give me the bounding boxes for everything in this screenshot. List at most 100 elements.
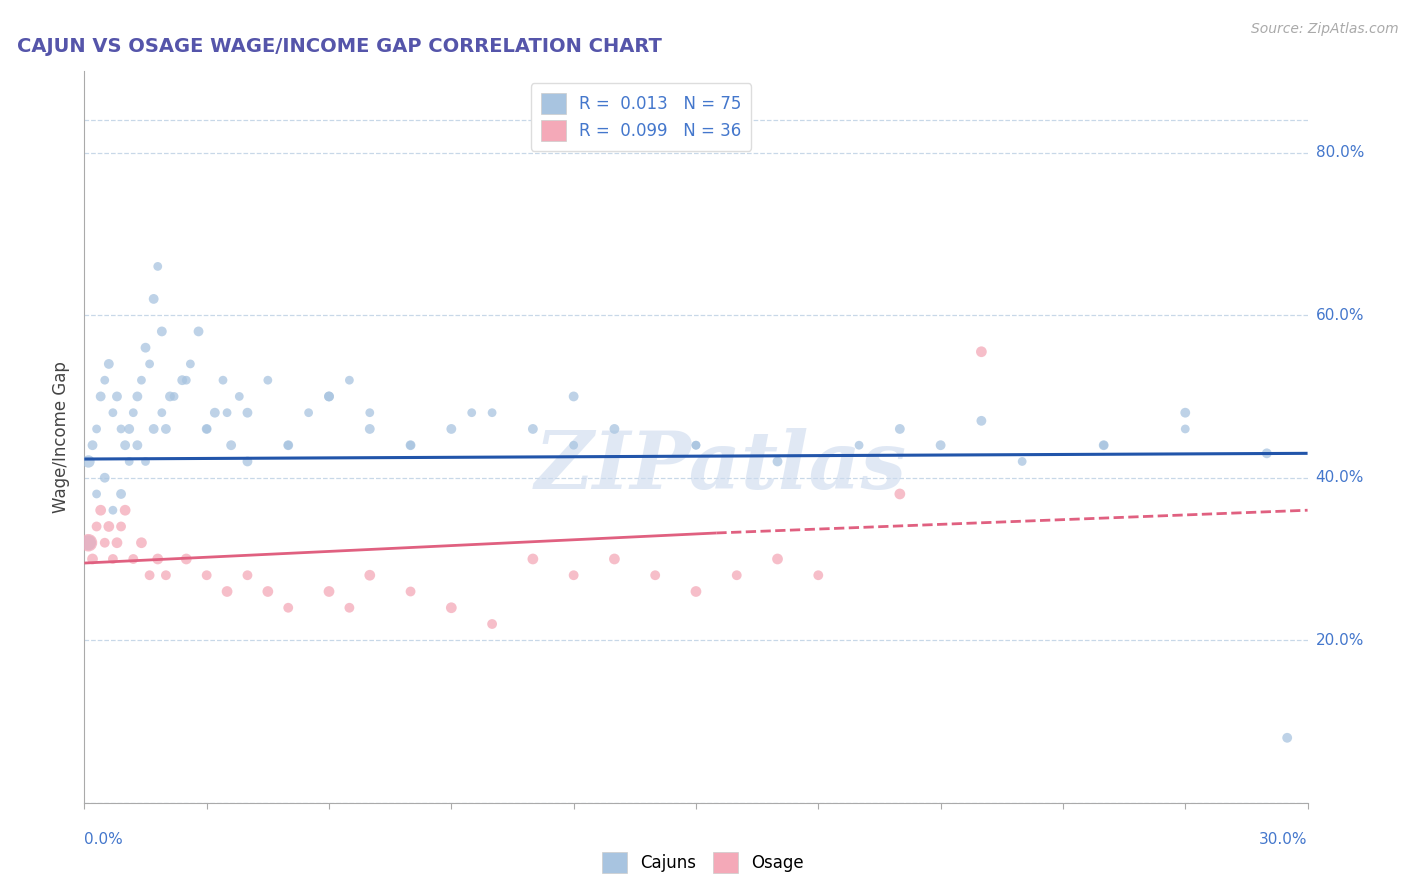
Point xyxy=(644,568,666,582)
Point xyxy=(522,552,544,566)
Legend: Cajuns, Osage: Cajuns, Osage xyxy=(595,846,811,880)
Point xyxy=(77,454,100,468)
Point xyxy=(562,568,585,582)
Point xyxy=(93,535,115,549)
Point xyxy=(77,535,100,549)
Text: 80.0%: 80.0% xyxy=(1316,145,1364,161)
Point xyxy=(82,552,104,566)
Point xyxy=(110,519,132,533)
Point xyxy=(122,552,145,566)
Point xyxy=(86,487,108,501)
Point xyxy=(138,357,160,371)
Point xyxy=(219,438,242,452)
Point xyxy=(603,422,626,436)
Point xyxy=(277,600,299,615)
Point xyxy=(135,454,157,468)
Point xyxy=(685,438,707,452)
Point xyxy=(848,438,870,452)
Point xyxy=(929,438,952,452)
Point xyxy=(174,552,197,566)
Point xyxy=(110,487,132,501)
Text: 20.0%: 20.0% xyxy=(1316,632,1364,648)
Point xyxy=(685,584,707,599)
Point xyxy=(97,519,120,533)
Point xyxy=(1256,446,1278,460)
Text: 40.0%: 40.0% xyxy=(1316,470,1364,485)
Point xyxy=(155,568,177,582)
Point xyxy=(725,568,748,582)
Point xyxy=(807,568,830,582)
Point xyxy=(399,584,422,599)
Point xyxy=(114,438,136,452)
Text: 0.0%: 0.0% xyxy=(84,832,124,847)
Point xyxy=(172,373,194,387)
Point xyxy=(562,438,585,452)
Point xyxy=(970,344,993,359)
Point xyxy=(481,406,503,420)
Point xyxy=(359,568,381,582)
Point xyxy=(298,406,321,420)
Point xyxy=(212,373,235,387)
Text: Source: ZipAtlas.com: Source: ZipAtlas.com xyxy=(1251,22,1399,37)
Text: 30.0%: 30.0% xyxy=(1260,832,1308,847)
Point xyxy=(766,454,789,468)
Point xyxy=(150,406,173,420)
Point xyxy=(195,422,218,436)
Point xyxy=(257,584,280,599)
Point xyxy=(101,406,124,420)
Point xyxy=(359,406,381,420)
Point xyxy=(146,552,169,566)
Point xyxy=(603,552,626,566)
Point xyxy=(179,357,201,371)
Point xyxy=(163,389,186,403)
Point xyxy=(399,438,422,452)
Point xyxy=(195,568,218,582)
Point xyxy=(90,503,112,517)
Point xyxy=(440,422,463,436)
Text: ZIPatlas: ZIPatlas xyxy=(534,427,907,505)
Point xyxy=(522,422,544,436)
Point xyxy=(86,519,108,533)
Point xyxy=(236,568,259,582)
Point xyxy=(122,406,145,420)
Point xyxy=(481,617,503,632)
Point xyxy=(1275,731,1298,745)
Point xyxy=(131,373,153,387)
Point xyxy=(90,389,112,403)
Point xyxy=(101,552,124,566)
Point xyxy=(138,568,160,582)
Point xyxy=(236,406,259,420)
Point xyxy=(217,584,239,599)
Point xyxy=(970,414,993,428)
Point xyxy=(440,600,463,615)
Legend: R =  0.013   N = 75, R =  0.099   N = 36: R = 0.013 N = 75, R = 0.099 N = 36 xyxy=(530,83,751,151)
Text: 60.0%: 60.0% xyxy=(1316,308,1364,323)
Point xyxy=(142,422,165,436)
Point xyxy=(889,487,911,501)
Point xyxy=(82,438,104,452)
Point xyxy=(257,373,280,387)
Point xyxy=(685,438,707,452)
Point xyxy=(77,535,100,549)
Point xyxy=(114,503,136,517)
Point xyxy=(174,373,197,387)
Point xyxy=(150,325,173,339)
Point xyxy=(159,389,181,403)
Point xyxy=(277,438,299,452)
Point xyxy=(228,389,250,403)
Point xyxy=(217,406,239,420)
Point xyxy=(339,373,360,387)
Point xyxy=(562,389,585,403)
Point xyxy=(86,422,108,436)
Y-axis label: Wage/Income Gap: Wage/Income Gap xyxy=(52,361,70,513)
Point xyxy=(127,389,149,403)
Point xyxy=(461,406,484,420)
Point xyxy=(118,422,141,436)
Point xyxy=(135,341,157,355)
Point xyxy=(93,471,115,485)
Point xyxy=(118,454,141,468)
Point xyxy=(277,438,299,452)
Point xyxy=(105,535,128,549)
Point xyxy=(131,535,153,549)
Point xyxy=(187,325,209,339)
